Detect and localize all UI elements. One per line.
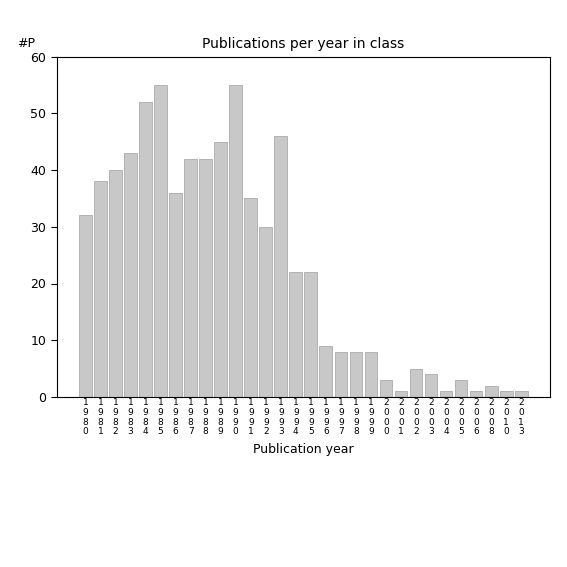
Bar [304,272,318,397]
Bar [439,391,452,397]
Bar [515,391,527,397]
Bar [335,352,348,397]
Bar [349,352,362,397]
Bar [409,369,422,397]
Bar [289,272,302,397]
Bar [154,85,167,397]
Bar [184,159,197,397]
Bar [365,352,377,397]
Bar [214,142,227,397]
Bar [319,346,332,397]
Bar [139,102,152,397]
Bar [500,391,513,397]
Bar [259,227,272,397]
Bar [274,136,287,397]
Bar [200,159,212,397]
Bar [244,198,257,397]
X-axis label: Publication year: Publication year [253,443,354,456]
Bar [94,181,107,397]
Bar [79,215,92,397]
Bar [469,391,483,397]
Bar [379,380,392,397]
Bar [485,386,497,397]
Bar [124,153,137,397]
Bar [395,391,407,397]
Title: Publications per year in class: Publications per year in class [202,37,404,52]
Text: #P: #P [17,37,35,50]
Bar [425,374,437,397]
Bar [170,193,182,397]
Bar [109,170,122,397]
Bar [455,380,467,397]
Bar [230,85,242,397]
